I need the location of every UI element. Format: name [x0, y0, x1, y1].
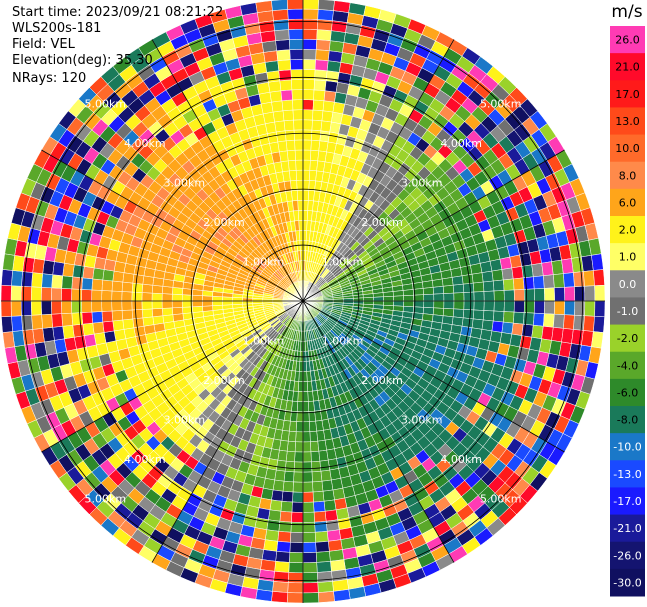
colorbar-tick-label: 8.0 [619, 169, 637, 182]
colorbar-tick-label: -30.0 [613, 576, 641, 589]
colorbar-tick-label: 6.0 [619, 196, 637, 209]
velocity-sectors [0, 0, 606, 604]
colorbar-tick-label: 2.0 [619, 224, 637, 237]
colorbar-tick-label: 10.0 [615, 142, 640, 155]
colorbar-tick-label: -8.0 [617, 414, 638, 427]
colorbar-tick-label: 0.0 [619, 278, 637, 291]
colorbar-tick-label: 13.0 [615, 115, 640, 128]
colorbar-tick-label: 17.0 [615, 88, 640, 101]
velocity-gate [302, 0, 320, 10]
colorbar-tick-label: -6.0 [617, 386, 638, 399]
colorbar-tick-label: -13.0 [613, 468, 641, 481]
colorbar-tick-label: -4.0 [617, 359, 638, 372]
colorbar-tick-label: -10.0 [613, 441, 641, 454]
colorbar-unit: m/s [611, 2, 642, 22]
colorbar-tick-label: 1.0 [619, 251, 637, 264]
colorbar-tick-label: -26.0 [613, 549, 641, 562]
colorbar-tick-label: 26.0 [615, 34, 640, 47]
colorbar-tick-label: -1.0 [617, 305, 638, 318]
colorbar-tick-label: 21.0 [615, 61, 640, 74]
colorbar-tick-label: -21.0 [613, 522, 641, 535]
colorbar-tick-label: -17.0 [613, 495, 641, 508]
colorbar-tick-label: -2.0 [617, 332, 638, 345]
